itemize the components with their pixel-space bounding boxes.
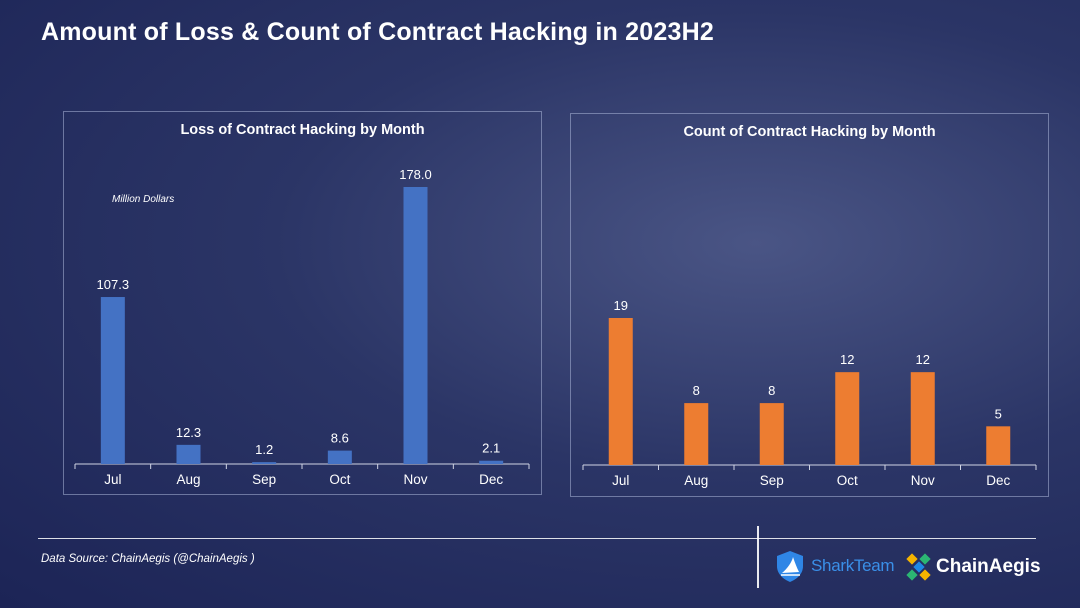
loss-data-label: 12.3 [176, 425, 201, 440]
loss-x-tick-label: Aug [176, 472, 200, 487]
loss-data-label: 178.0 [399, 167, 432, 182]
count-chart-panel: Count of Contract Hacking by Month 19 Jul… [570, 113, 1049, 497]
sharkteam-logo-text: SharkTeam [811, 556, 895, 575]
count-bar [986, 426, 1011, 465]
count-x-tick-label: Sep [760, 473, 784, 488]
count-x-tick-label: Oct [837, 473, 858, 488]
loss-data-label: 2.1 [482, 441, 500, 456]
count-bar [835, 372, 860, 465]
loss-bar [403, 187, 428, 464]
count-x-tick-label: Nov [911, 473, 935, 488]
chainaegis-mark-icon [906, 553, 931, 581]
count-data-label: 12 [916, 352, 930, 367]
count-data-label: 8 [768, 383, 775, 398]
chainaegis-logo: ChainAegis [906, 551, 1041, 583]
count-x-tick-label: Aug [684, 473, 708, 488]
count-data-label: 12 [840, 352, 854, 367]
loss-x-tick-label: Dec [479, 472, 503, 487]
data-source-note: Data Source: ChainAegis (@ChainAegis ) [41, 553, 255, 565]
loss-x-tick-label: Oct [329, 472, 350, 487]
count-bar [608, 318, 633, 465]
shark-shield-icon [777, 551, 803, 582]
sharkteam-logo: SharkTeam [773, 549, 895, 583]
count-data-label: 8 [693, 383, 700, 398]
loss-bar [479, 460, 504, 464]
count-x-tick-label: Jul [612, 473, 629, 488]
count-chart-title: Count of Contract Hacking by Month [683, 124, 936, 140]
loss-unit-label: Million Dollars [112, 194, 175, 205]
count-chart-svg: 19 Jul 8 Aug 8 Sep 12 Oct 12 Nov 5 Dec [582, 298, 1037, 488]
loss-data-label: 8.6 [331, 431, 349, 446]
loss-x-tick-label: Jul [104, 472, 121, 487]
loss-chart-panel: Loss of Contract Hacking by Month Millio… [63, 111, 542, 495]
loss-bar [252, 462, 277, 464]
loss-bar [176, 444, 201, 464]
count-bar [910, 372, 935, 465]
count-data-label: 5 [995, 406, 1002, 421]
loss-x-tick-label: Nov [403, 472, 427, 487]
loss-data-label: 1.2 [255, 442, 273, 457]
footer-separator [38, 538, 1036, 539]
loss-bar [327, 450, 352, 464]
chainaegis-logo-text: ChainAegis [936, 556, 1041, 577]
page-title: Amount of Loss & Count of Contract Hacki… [41, 18, 714, 46]
loss-x-tick-label: Sep [252, 472, 276, 487]
loss-chart-svg: 107.3 Jul 12.3 Aug 1.2 Sep 8.6 Oct 178.0 Nov 2.1 De… [74, 167, 530, 487]
count-data-label: 19 [614, 298, 628, 313]
loss-data-label: 107.3 [97, 277, 130, 292]
count-x-tick-label: Dec [986, 473, 1010, 488]
count-bar [684, 403, 709, 465]
loss-chart-title: Loss of Contract Hacking by Month [180, 122, 425, 138]
footer-vertical-divider [757, 526, 759, 588]
count-bar [759, 403, 784, 465]
loss-bar [100, 297, 125, 464]
